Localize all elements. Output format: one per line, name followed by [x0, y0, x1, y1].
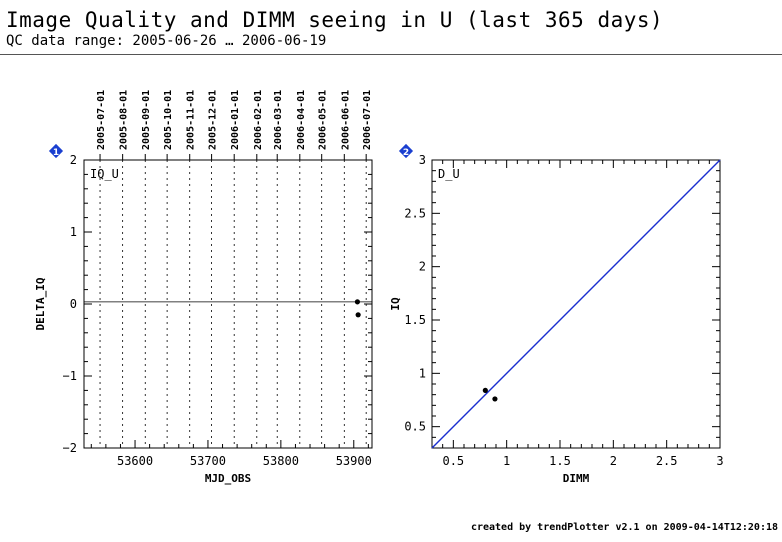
date-tick-label: 2006-03-01	[273, 90, 284, 150]
identity-line	[431, 159, 721, 449]
date-tick-label: 2006-02-01	[253, 90, 264, 150]
date-tick-label: 2006-05-01	[318, 90, 329, 150]
panel2-xlabel: DIMM	[563, 472, 590, 485]
panel-iq-vs-dimm: 0.5 1 1.5 2 2.5 3 0.5 1 1.5 2 2.5 3 D_U DIMM IQ 2	[389, 143, 724, 485]
data-point	[355, 312, 361, 318]
date-tick-label: 2006-01-01	[230, 90, 241, 150]
panel1-badge: 1	[48, 143, 64, 159]
panel2-ylabel: IQ	[389, 297, 402, 311]
x-tick-label: 3	[716, 454, 723, 468]
y-tick-label: −2	[63, 441, 77, 455]
x-tick-label: 2.5	[656, 454, 678, 468]
panel-iq-delta: 2005-07-01 2005-08-01 2005-09-01 2005-10-01…	[34, 90, 373, 485]
x-tick-label: 53800	[263, 454, 299, 468]
panel2-badge-number: 2	[403, 148, 409, 158]
date-tick-label: 2006-06-01	[340, 90, 351, 150]
x-tick-label: 53900	[336, 454, 372, 468]
x-tick-label: 53600	[117, 454, 153, 468]
date-tick-label: 2005-08-01	[119, 90, 130, 150]
y-tick-label: 2	[419, 260, 426, 274]
y-tick-label: 3	[419, 153, 426, 167]
date-tick-label: 2006-07-01	[362, 90, 373, 150]
y-tick-label: −1	[63, 369, 77, 383]
panel2-frame	[431, 159, 721, 449]
date-tick-label: 2005-10-01	[163, 90, 174, 150]
panel1-xlabel: MJD_OBS	[205, 472, 251, 485]
x-tick-label: 0.5	[442, 454, 464, 468]
date-tick-label: 2005-07-01	[96, 90, 107, 150]
x-tick-label: 1.5	[549, 454, 571, 468]
panel1-frame	[83, 159, 373, 449]
y-tick-label: 1	[419, 366, 426, 380]
date-tick-label: 2005-12-01	[208, 90, 219, 150]
data-point	[492, 396, 498, 402]
header-divider	[0, 54, 782, 55]
x-tick-label: 53700	[190, 454, 226, 468]
y-tick-label: 2.5	[404, 206, 426, 220]
x-tick-label: 2	[610, 454, 617, 468]
y-tick-label: 0.5	[404, 420, 426, 434]
y-tick-label: 1.5	[404, 313, 426, 327]
data-point	[354, 299, 361, 305]
data-range-subtitle: QC data range: 2005-06-26 … 2006-06-19	[6, 33, 327, 49]
data-point	[482, 387, 488, 393]
x-tick-label: 1	[503, 454, 510, 468]
page-title: Image Quality and DIMM seeing in U (last…	[6, 8, 664, 32]
y-tick-label: 1	[70, 225, 77, 239]
footer-credit: created by trendPlotter v2.1 on 2009-04-…	[470, 522, 778, 533]
date-tick-label: 2005-09-01	[141, 90, 152, 150]
y-tick-label: 2	[70, 153, 77, 167]
panel2-badge: 2	[398, 143, 414, 159]
panel2-badge-diamond	[398, 143, 414, 159]
y-tick-label: 0	[70, 297, 77, 311]
panel1-badge-number: 1	[53, 148, 59, 158]
panel1-ylabel: DELTA_IQ	[34, 277, 47, 330]
panel1-label: IQ_U	[90, 167, 119, 181]
date-tick-label: 2006-04-01	[296, 90, 307, 150]
date-tick-label: 2005-11-01	[186, 90, 197, 150]
panel2-label: D_U	[438, 167, 460, 181]
